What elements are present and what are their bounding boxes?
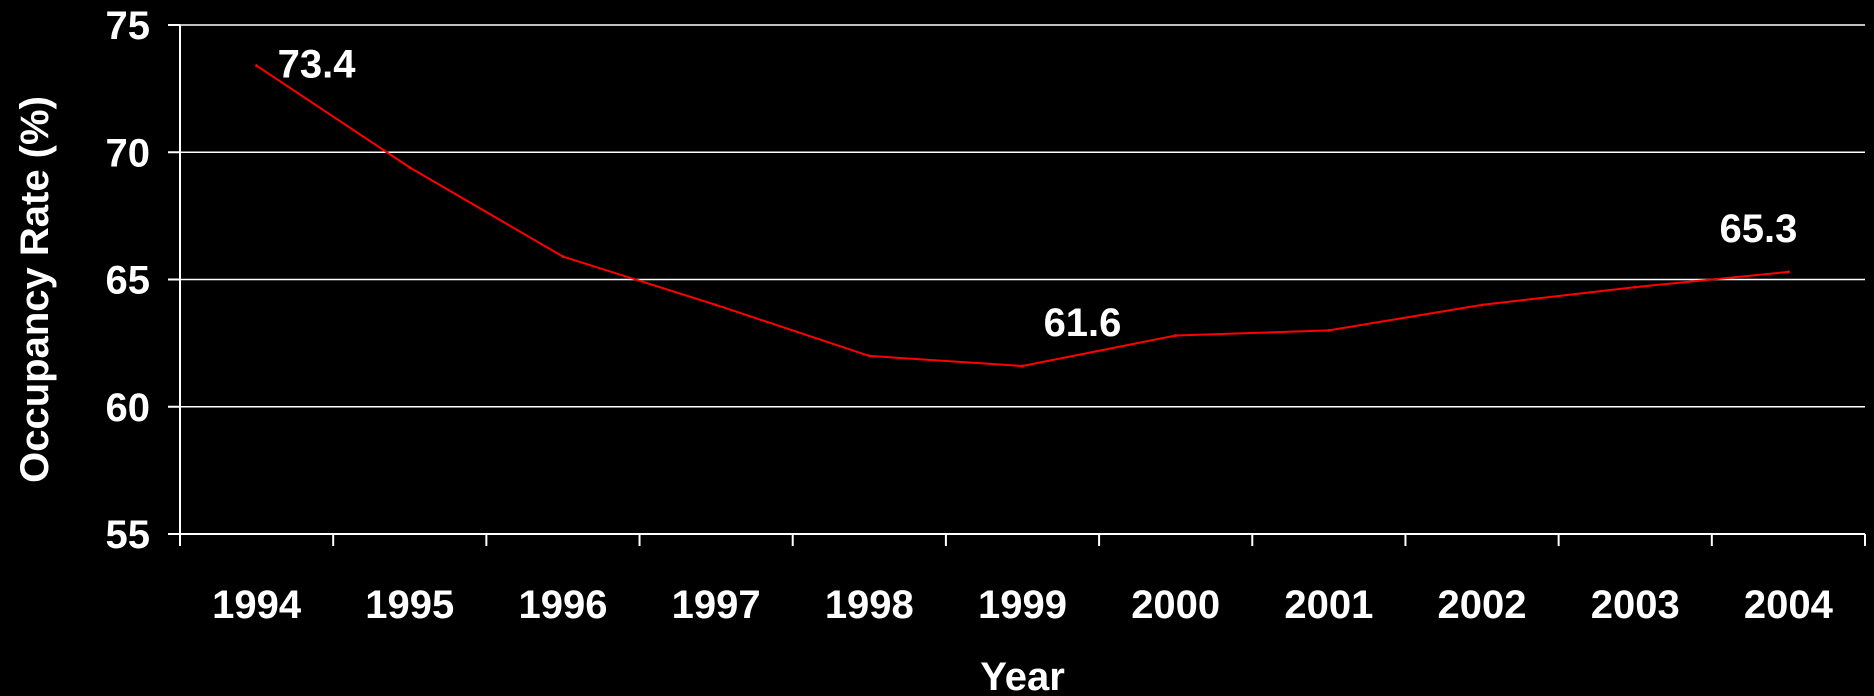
gridlines <box>180 24 1865 408</box>
data-point <box>1174 333 1178 337</box>
x-tick-label: 1998 <box>825 583 914 627</box>
data-label: 61.6 <box>1044 301 1122 345</box>
x-tick-label: 1994 <box>212 583 302 627</box>
data-point <box>408 166 412 170</box>
y-tick-label: 75 <box>106 4 151 48</box>
data-point <box>714 303 718 307</box>
data-point <box>1633 285 1637 289</box>
x-tick-label: 2002 <box>1438 583 1527 627</box>
data-point <box>867 354 871 358</box>
data-point <box>1786 270 1790 274</box>
y-tick-label: 70 <box>106 131 151 175</box>
x-tick-labels: 1994 1995 1996 1997 1998 1999 2000 2001 2002 2003… <box>179 534 1866 627</box>
y-tick-label: 60 <box>106 386 151 430</box>
x-tick-label: 2000 <box>1131 583 1220 627</box>
x-axis-title: Year <box>980 655 1065 696</box>
x-tick-label: 1995 <box>365 583 454 627</box>
x-tick-label: 1997 <box>672 583 761 627</box>
x-tick-label: 2001 <box>1284 583 1373 627</box>
x-tick-label: 2003 <box>1591 583 1680 627</box>
data-point <box>1021 364 1024 368</box>
data-point <box>1480 303 1484 307</box>
data-label: 65.3 <box>1719 207 1797 251</box>
series-line-0 <box>256 64 1789 368</box>
data-labels: 73.4 61.6 65.3 <box>278 43 1798 345</box>
y-tick-labels: 55 60 65 70 75 <box>106 4 180 557</box>
x-tick-label: 1999 <box>978 583 1067 627</box>
x-tick-label: 1996 <box>518 583 607 627</box>
data-point <box>1327 328 1331 332</box>
axes <box>168 25 1865 546</box>
data-label: 73.4 <box>278 43 357 87</box>
x-tick-label: 2004 <box>1744 583 1834 627</box>
series-group <box>255 64 1790 368</box>
data-point <box>561 255 565 259</box>
y-tick-label: 55 <box>106 513 151 557</box>
y-axis-title: Occupancy Rate (%) <box>13 96 57 483</box>
y-tick-label: 65 <box>106 259 151 303</box>
data-point <box>255 64 259 68</box>
